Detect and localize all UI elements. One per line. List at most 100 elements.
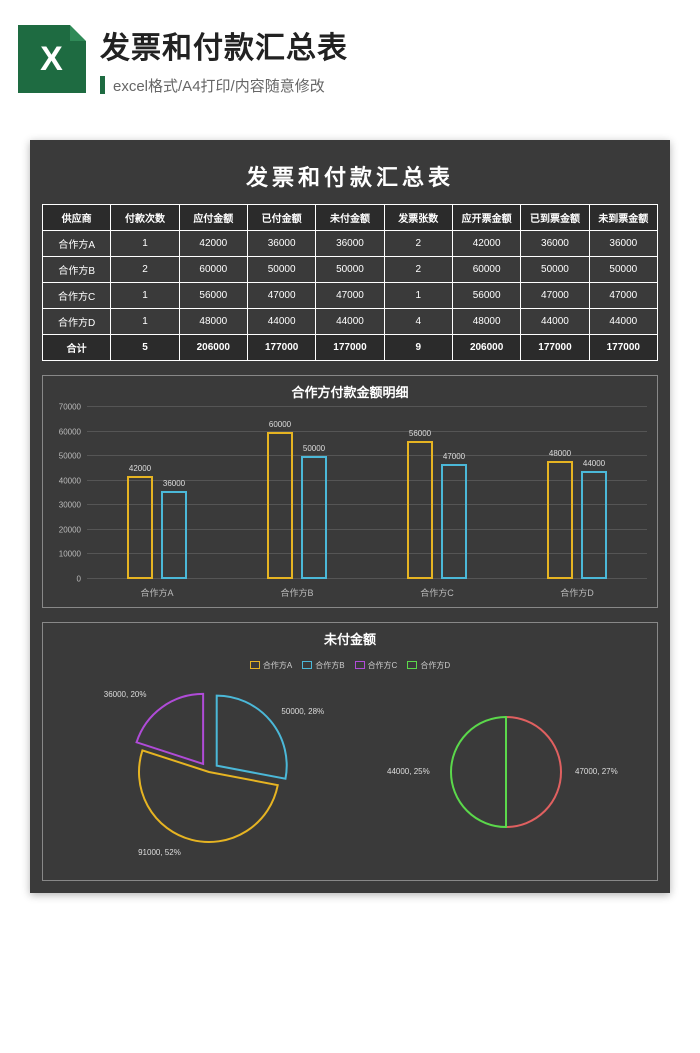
pie-svg — [421, 687, 591, 857]
table-header-cell: 发票张数 — [384, 205, 452, 231]
table-cell: 47000 — [316, 283, 384, 309]
excel-icon-text: X — [40, 40, 64, 79]
table-row: 合作方A14200036000360002420003600036000 — [43, 231, 658, 257]
pie-chart: 50000, 28%91000, 52%36000, 20% — [109, 672, 309, 877]
table-header-cell: 已到票金额 — [521, 205, 589, 231]
summary-table: 供应商付款次数应付金额已付金额未付金额发票张数应开票金额已到票金额未到票金额 合… — [42, 204, 658, 361]
legend-swatch — [302, 661, 312, 669]
table-header-cell: 供应商 — [43, 205, 111, 231]
table-cell: 4 — [384, 309, 452, 335]
table-total-cell: 177000 — [521, 335, 589, 361]
table-cell: 42000 — [452, 231, 520, 257]
table-cell: 47000 — [589, 283, 657, 309]
pie-slice — [506, 717, 561, 827]
table-total-cell: 206000 — [452, 335, 520, 361]
bar: 48000 — [547, 461, 573, 579]
legend-swatch — [407, 661, 417, 669]
bar-value-label: 50000 — [294, 444, 334, 453]
table-cell: 60000 — [179, 257, 247, 283]
table-total-cell: 177000 — [247, 335, 315, 361]
table-total-cell: 合计 — [43, 335, 111, 361]
table-header-cell: 未到票金额 — [589, 205, 657, 231]
x-axis-label: 合作方C — [367, 586, 507, 599]
bar-value-label: 47000 — [434, 452, 474, 461]
bar: 47000 — [441, 464, 467, 579]
bar-value-label: 42000 — [120, 464, 160, 473]
pie-chart-title: 未付金额 — [43, 623, 657, 654]
legend-label: 合作方C — [368, 660, 398, 671]
table-total-cell: 177000 — [589, 335, 657, 361]
table-cell: 1 — [111, 309, 179, 335]
bar-group: 6000050000 — [227, 407, 367, 579]
table-header-cell: 付款次数 — [111, 205, 179, 231]
y-tick-label: 60000 — [59, 427, 81, 436]
document-page: 发票和付款汇总表 供应商付款次数应付金额已付金额未付金额发票张数应开票金额已到票… — [30, 140, 670, 893]
table-cell: 44000 — [316, 309, 384, 335]
table-cell: 50000 — [589, 257, 657, 283]
bar-group: 56000 47000 — [367, 407, 507, 579]
table-header-cell: 已付金额 — [247, 205, 315, 231]
legend-swatch — [250, 661, 260, 669]
table-cell: 42000 — [179, 231, 247, 257]
y-tick-label: 50000 — [59, 452, 81, 461]
table-row: 合作方C15600047000470001560004700047000 — [43, 283, 658, 309]
table-cell: 合作方D — [43, 309, 111, 335]
table-cell: 2 — [111, 257, 179, 283]
table-header-cell: 应开票金额 — [452, 205, 520, 231]
legend-item: 合作方B — [302, 660, 344, 671]
table-cell: 60000 — [452, 257, 520, 283]
table-cell: 36000 — [589, 231, 657, 257]
table-cell: 56000 — [452, 283, 520, 309]
y-tick-label: 10000 — [59, 550, 81, 559]
table-cell: 1 — [111, 283, 179, 309]
bar-value-label: 56000 — [400, 429, 440, 438]
table-cell: 36000 — [316, 231, 384, 257]
header-text-block: 发票和付款汇总表 excel格式/A4打印/内容随意修改 — [100, 23, 682, 96]
pie-chart-panel: 未付金额 合作方A合作方B合作方C合作方D 50000, 28%91000, 5… — [42, 622, 658, 881]
bar-chart-title: 合作方付款金额明细 — [43, 376, 657, 407]
table-header-cell: 应付金额 — [179, 205, 247, 231]
bar: 60000 — [267, 432, 293, 579]
table-cell: 44000 — [247, 309, 315, 335]
x-axis-label: 合作方A — [87, 586, 227, 599]
header-title: 发票和付款汇总表 — [100, 23, 682, 67]
table-cell: 48000 — [179, 309, 247, 335]
table-cell: 50000 — [316, 257, 384, 283]
table-total-cell: 5 — [111, 335, 179, 361]
y-tick-label: 20000 — [59, 525, 81, 534]
table-row: 合作方B26000050000500002600005000050000 — [43, 257, 658, 283]
table-cell: 合作方A — [43, 231, 111, 257]
y-tick-label: 70000 — [59, 403, 81, 412]
table-cell: 47000 — [521, 283, 589, 309]
table-cell: 2 — [384, 257, 452, 283]
bar-value-label: 44000 — [574, 459, 614, 468]
table-cell: 1 — [111, 231, 179, 257]
legend-label: 合作方B — [315, 660, 344, 671]
header-accent-bar — [100, 76, 105, 94]
excel-icon: X — [18, 25, 86, 93]
bar: 42000 — [127, 476, 153, 579]
table-total-cell: 206000 — [179, 335, 247, 361]
bar: 36000 — [161, 491, 187, 579]
table-cell: 48000 — [452, 309, 520, 335]
table-cell: 50000 — [521, 257, 589, 283]
x-axis-label: 合作方B — [227, 586, 367, 599]
pie-slice-label: 36000, 20% — [104, 690, 147, 699]
pie-slice — [217, 695, 287, 778]
document-title: 发票和付款汇总表 — [42, 152, 658, 204]
table-cell: 合作方C — [43, 283, 111, 309]
y-tick-label: 30000 — [59, 501, 81, 510]
pie-slice — [139, 750, 278, 842]
x-axis-label: 合作方D — [507, 586, 647, 599]
pie-slice-label: 91000, 52% — [138, 848, 181, 857]
bar-group: 4800044000 — [507, 407, 647, 579]
table-cell: 44000 — [521, 309, 589, 335]
legend-label: 合作方A — [263, 660, 292, 671]
bar-group: 42000 36000 — [87, 407, 227, 579]
table-total-cell: 177000 — [316, 335, 384, 361]
legend-swatch — [355, 661, 365, 669]
y-tick-label: 0 — [77, 575, 81, 584]
table-header-cell: 未付金额 — [316, 205, 384, 231]
bar: 50000 — [301, 456, 327, 579]
bar-chart: 010000200003000040000500006000070000 420… — [43, 407, 657, 607]
